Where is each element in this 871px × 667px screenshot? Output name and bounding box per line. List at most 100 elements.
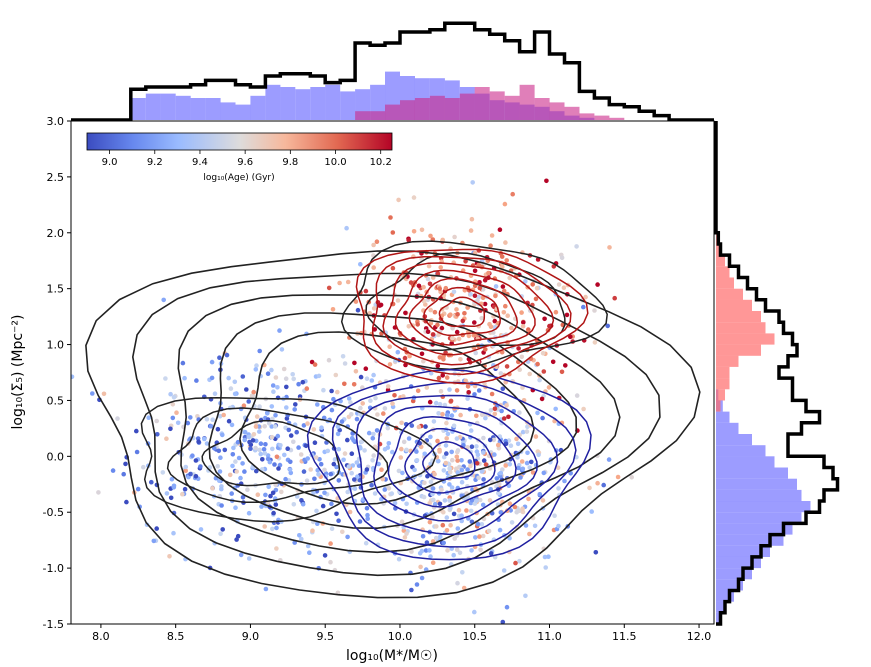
scatter-point [437, 401, 443, 407]
scatter-point [329, 388, 334, 394]
scatter-point [428, 233, 433, 239]
scatter-point [326, 357, 332, 363]
scatter-point [451, 423, 457, 429]
scatter-point [503, 441, 509, 447]
scatter-point [470, 180, 476, 185]
scatter-point [428, 554, 433, 559]
scatter-point [541, 470, 547, 476]
scatter-point [542, 316, 547, 322]
scatter-point [182, 486, 188, 492]
scatter-point [371, 372, 376, 378]
scatter-point [311, 427, 317, 432]
scatter-point [342, 361, 348, 366]
hist-x-old-bar [594, 115, 610, 120]
hist-y-young-bar [716, 422, 739, 434]
scatter-point [315, 402, 320, 407]
scatter-point [448, 398, 454, 404]
scatter-point [242, 437, 247, 443]
scatter-point [263, 586, 269, 592]
scatter-point [378, 302, 384, 308]
scatter-point [508, 508, 513, 513]
scatter-point [262, 451, 268, 456]
scatter-point [525, 450, 530, 456]
contour-old [371, 255, 572, 376]
scatter-point [274, 454, 280, 460]
scatter-point [382, 406, 388, 411]
scatter-point [459, 479, 465, 485]
contour-all [85, 250, 701, 599]
scatter-point [204, 416, 210, 422]
scatter-point [404, 501, 409, 507]
scatter-point [346, 464, 352, 469]
scatter-point [520, 385, 525, 390]
hist-x-young-bar [205, 98, 221, 120]
scatter-point [433, 400, 439, 406]
scatter-point [409, 549, 414, 554]
scatter-point [466, 333, 472, 339]
scatter-point [313, 455, 319, 460]
scatter-point [507, 275, 512, 281]
scatter-point [504, 403, 509, 408]
scatter-point [263, 492, 268, 498]
scatter-point [385, 425, 391, 431]
scatter-point [476, 475, 481, 481]
scatter-point [301, 469, 307, 474]
scatter-point [486, 270, 491, 276]
scatter-point [328, 471, 334, 477]
colorbar-tick-label: 10.2 [370, 157, 392, 168]
scatter-point [487, 321, 492, 327]
scatter-point [234, 537, 239, 542]
scatter-point [328, 541, 333, 546]
scatter-point [427, 519, 433, 525]
scatter-point [488, 408, 494, 413]
scatter-point [266, 421, 272, 426]
scatter-point [314, 508, 319, 514]
scatter-point [414, 458, 420, 463]
scatter-point [447, 498, 452, 503]
scatter-point [455, 470, 461, 475]
scatter-point [606, 457, 612, 462]
scatter-point [364, 467, 370, 472]
scatter-point [492, 318, 498, 324]
scatter-point [284, 405, 289, 410]
scatter-point [124, 499, 129, 505]
scatter-point [493, 293, 498, 299]
scatter-point [469, 444, 475, 450]
scatter-point [399, 420, 404, 426]
scatter-point [301, 423, 307, 428]
hist-y-old-bar [716, 299, 752, 311]
y-axis-label: log₁₀(Σ₅) (Mpc⁻²) [10, 315, 26, 430]
scatter-point [371, 265, 377, 270]
scatter-point [428, 307, 434, 313]
scatter-point [229, 491, 234, 496]
scatter-point [518, 475, 523, 480]
contour-all [239, 331, 535, 506]
y-tick-label: -1.5 [43, 618, 64, 631]
scatter-point [270, 490, 276, 496]
scatter-point [251, 432, 257, 437]
scatter-point [437, 501, 443, 507]
scatter-point [246, 556, 252, 561]
scatter-point [454, 388, 460, 393]
scatter-point [269, 367, 274, 373]
scatter-point [534, 285, 540, 291]
scatter-point [555, 465, 561, 471]
scatter-point [329, 526, 335, 531]
scatter-point [472, 609, 477, 615]
scatter-point [459, 458, 464, 463]
scatter-point [423, 424, 428, 429]
scatter-point [240, 374, 246, 379]
scatter-point [479, 316, 485, 321]
hist-x-total-step [71, 21, 714, 122]
scatter-point [395, 349, 401, 355]
scatter-point [496, 481, 502, 487]
scatter-point [612, 295, 617, 301]
scatter-point [452, 536, 458, 541]
scatter-point [424, 540, 430, 545]
scatter-point [540, 350, 546, 356]
scatter-point [353, 369, 359, 374]
scatter-point [230, 452, 236, 457]
hist-x-old-bar [549, 102, 565, 120]
scatter-point [339, 419, 345, 424]
scatter-point [505, 313, 511, 319]
